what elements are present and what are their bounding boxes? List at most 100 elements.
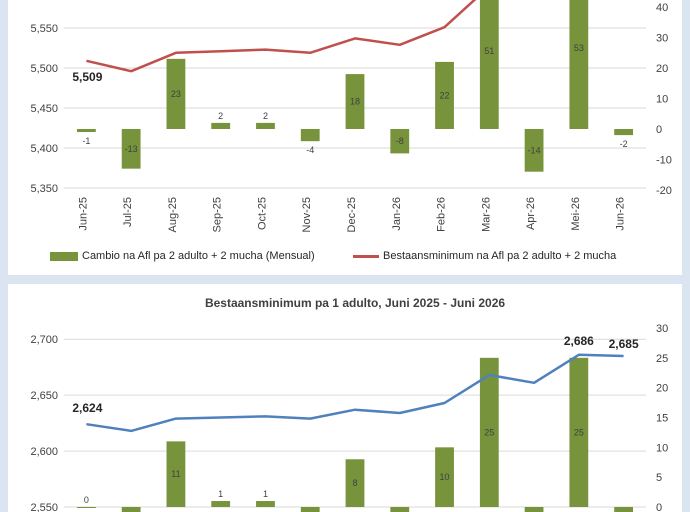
bar-data-label: 22 (440, 90, 450, 100)
bar-data-label: 23 (171, 89, 181, 99)
bar-data-label: -14 (528, 145, 541, 155)
legend-bar-label: Cambio na Afl pa 2 adulto + 2 mucha (Men… (82, 250, 315, 262)
bar-data-label: 25 (574, 427, 584, 437)
bar-mark (435, 61, 454, 129)
y-left-tick-label: 2,550 (30, 502, 58, 512)
y-right-tick-label: 0 (656, 124, 662, 136)
bar-data-label: 1 (263, 489, 268, 499)
y-left-tick-label: 2,650 (30, 390, 58, 402)
bar-mark (345, 459, 365, 507)
y-right-tick-label: 15 (656, 413, 668, 425)
bar-data-label: 1 (218, 489, 223, 499)
bar-mark (166, 58, 186, 129)
bar-data-label: 2 (263, 111, 268, 121)
legend-bar-swatch (50, 251, 78, 261)
legend-line-series: Bestaansminimum na Afl pa 2 adulto + 2 m… (353, 250, 616, 262)
y-left-tick-label: 5,350 (30, 183, 58, 195)
bar-data-label: 18 (350, 97, 360, 107)
y-right-tick-label: 30 (656, 33, 668, 45)
bar-data-label: 11 (171, 469, 180, 479)
y-left-tick-label: 5,400 (30, 143, 58, 155)
bar-mark (256, 122, 275, 129)
bar-data-label: 8 (352, 478, 357, 488)
bar-data-label: 25 (484, 427, 494, 437)
x-tick-label: Jun-25 (77, 197, 89, 231)
x-tick-label: Jan-26 (391, 197, 403, 231)
y-left-tick-label: 5,450 (30, 103, 58, 115)
bar-mark (524, 507, 544, 512)
x-tick-label: Dec-25 (346, 197, 358, 232)
x-tick-label: Sep-25 (212, 197, 224, 232)
bar-mark (524, 129, 544, 172)
bar-mark (211, 501, 231, 507)
x-tick-label: Jul-25 (122, 197, 134, 227)
x-tick-label: Jun-26 (615, 197, 627, 231)
bar-data-label: -2 (620, 139, 628, 149)
y-left-tick-label: 2,600 (30, 446, 58, 458)
bar-data-label: -4 (306, 145, 314, 155)
bar-data-label: 10 (440, 472, 450, 482)
bar-mark (614, 507, 634, 512)
chart-household-svg: 5,350 5,400 5,450 5,500 5,550 -20 -10 0 10 20 30 40… (30, 0, 672, 232)
y-left-tick-label: 5,500 (30, 63, 58, 75)
y-right-tick-label: 0 (656, 502, 662, 512)
bar-mark (479, 0, 499, 130)
legend-line-swatch (353, 254, 379, 258)
bar-data-label: 51 (484, 46, 494, 56)
bar-mark (121, 507, 141, 512)
y-right-tick-label: 20 (656, 383, 668, 395)
y-right-tick-label: -10 (656, 155, 672, 167)
series-line (86, 353, 624, 433)
legend-line-label: Bestaansminimum na Afl pa 2 adulto + 2 m… (383, 250, 617, 262)
chart-panel-single-adult: 2,550 2,600 2,650 2,700 0 5 10 15 20 25 30 0 11 1 1 8 10… (8, 284, 682, 512)
bar-mark (300, 129, 320, 142)
bar-mark (121, 129, 141, 169)
bar-data-label: 2 (218, 111, 223, 121)
bar-data-label: -8 (396, 136, 404, 146)
bar-mark (256, 501, 275, 507)
bar-mark (76, 507, 96, 508)
bar-mark (166, 441, 186, 507)
bar-mark (345, 74, 365, 129)
line-peak-label: 2,686 (564, 334, 594, 348)
bar-mark (390, 507, 410, 512)
x-tick-label: Mei-26 (570, 197, 582, 231)
x-tick-label: Mar-26 (480, 197, 492, 232)
y-right-tick-label: 5 (656, 472, 662, 484)
bar-mark (614, 129, 634, 136)
bar-data-label: -1 (82, 136, 90, 146)
y-right-tick-label: 10 (656, 442, 668, 454)
x-tick-label: Feb-26 (436, 197, 448, 232)
bar-data-label: 53 (574, 43, 584, 53)
bar-mark (300, 507, 320, 512)
legend-bar-series: Cambio na Afl pa 2 adulto + 2 mucha (Men… (50, 250, 315, 262)
bar-data-label: -13 (125, 144, 138, 154)
line-start-label: 2,624 (72, 401, 102, 415)
y-left-tick-label: 2,700 (30, 334, 58, 346)
y-right-tick-label: 40 (656, 2, 668, 14)
y-right-tick-label: 20 (656, 63, 668, 75)
y-right-tick-label: 10 (656, 94, 668, 106)
y-left-tick-label: 5,550 (30, 23, 58, 35)
y-right-tick-label: -20 (656, 185, 672, 197)
bar-mark (435, 447, 454, 507)
bar-mark (569, 357, 589, 507)
bar-mark (211, 122, 231, 129)
y-right-tick-label: 25 (656, 353, 668, 365)
line-end-label: 2,685 (609, 337, 639, 351)
bar-mark (569, 0, 589, 129)
x-tick-label: Oct-25 (256, 197, 268, 230)
bar-mark (76, 129, 96, 133)
series-line (86, 0, 477, 73)
y-right-tick-label: 30 (656, 323, 668, 335)
x-tick-label: Nov-25 (301, 197, 313, 232)
line-start-label: 5,509 (72, 70, 102, 84)
bar-mark (390, 129, 410, 154)
chart-panel-household: 5,350 5,400 5,450 5,500 5,550 -20 -10 0 10 20 30 40… (8, 0, 682, 275)
bar-mark (479, 357, 499, 507)
x-tick-label: Apr-26 (525, 197, 537, 230)
x-tick-label: Aug-25 (167, 197, 179, 232)
chart-title: Bestaansminimum pa 1 adulto, Juni 2025 -… (205, 296, 505, 310)
bar-data-label: 0 (84, 495, 89, 505)
